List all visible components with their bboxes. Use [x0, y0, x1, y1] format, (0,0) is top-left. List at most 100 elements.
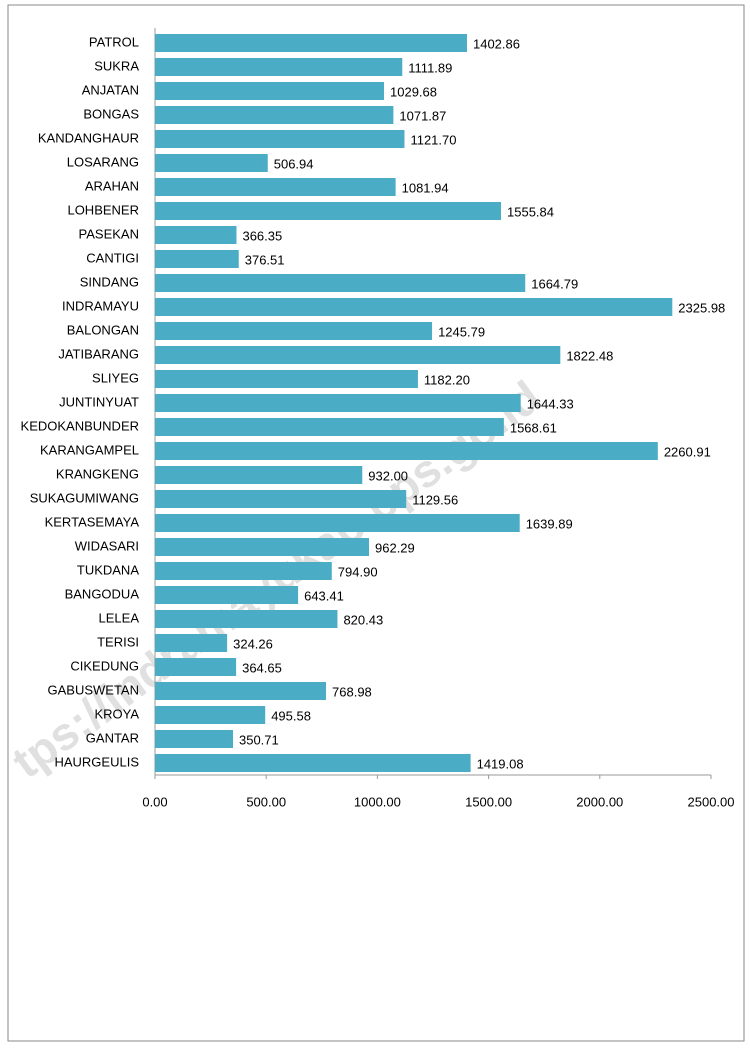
- y-tick-label: PASEKAN: [79, 226, 139, 241]
- y-tick-label: SUKRA: [94, 58, 139, 73]
- y-tick-label: KARANGAMPEL: [40, 442, 139, 457]
- y-tick-label: TUKDANA: [77, 562, 139, 577]
- value-label: 643.41: [304, 588, 344, 603]
- bar: [155, 442, 658, 460]
- chart-frame: [7, 4, 745, 1042]
- value-label: 366.35: [242, 228, 282, 243]
- x-tick-label: 500.00: [246, 794, 286, 809]
- y-tick-label: CANTIGI: [86, 250, 139, 265]
- x-tick-label: 1000.00: [354, 794, 401, 809]
- bar: [155, 250, 239, 268]
- value-label: 820.43: [343, 612, 383, 627]
- value-label: 495.58: [271, 708, 311, 723]
- bar: [155, 682, 327, 700]
- value-label: 1129.56: [412, 492, 458, 507]
- bar: [155, 58, 403, 76]
- bar: [155, 298, 673, 316]
- value-label: 1644.33: [527, 396, 574, 411]
- value-label: 768.98: [332, 684, 372, 699]
- value-label: 350.71: [239, 732, 279, 747]
- value-label: 1029.68: [390, 84, 437, 99]
- value-label: 1664.79: [531, 276, 578, 291]
- value-label: 1639.89: [526, 516, 573, 531]
- value-label: 932.00: [368, 468, 408, 483]
- y-tick-label: HAURGEULIS: [54, 754, 139, 769]
- y-tick-label: SINDANG: [80, 274, 139, 289]
- y-tick-label: ARAHAN: [85, 178, 139, 193]
- value-label: 2325.98: [678, 300, 725, 315]
- value-label: 324.26: [233, 636, 273, 651]
- bar: [155, 130, 405, 148]
- bar: [155, 538, 370, 556]
- bar: [155, 154, 268, 172]
- y-tick-label: ANJATAN: [82, 82, 139, 97]
- x-tick-label: 0.00: [142, 794, 167, 809]
- bar: [155, 82, 385, 100]
- value-label: 1245.79: [438, 324, 485, 339]
- bar: [155, 562, 332, 580]
- y-tick-label: BANGODUA: [65, 586, 140, 601]
- bar: [155, 610, 338, 628]
- y-tick-label: PATROL: [89, 34, 139, 49]
- bar: [155, 34, 467, 52]
- y-tick-label: WIDASARI: [75, 538, 139, 553]
- value-label: 1071.87: [399, 108, 446, 123]
- y-tick-label: JUNTINYUAT: [59, 394, 139, 409]
- value-label: 962.29: [375, 540, 415, 555]
- bar: [155, 178, 396, 196]
- bar: [155, 466, 363, 484]
- y-tick-label: GANTAR: [86, 730, 139, 745]
- bar: [155, 658, 237, 676]
- value-label: 506.94: [274, 156, 314, 171]
- bar: [155, 322, 433, 340]
- y-tick-label: CIKEDUNG: [70, 658, 139, 673]
- bar: [155, 514, 520, 532]
- bar: [155, 274, 526, 292]
- bar: [155, 706, 266, 724]
- y-tick-label: KERTASEMAYA: [45, 514, 140, 529]
- bar: [155, 370, 418, 388]
- y-tick-label: KRANGKENG: [56, 466, 139, 481]
- bar: [155, 346, 561, 364]
- bar: [155, 730, 233, 748]
- bar: [155, 754, 471, 772]
- value-label: 1402.86: [473, 36, 520, 51]
- y-tick-label: LOSARANG: [67, 154, 139, 169]
- x-tick-label: 2000.00: [576, 794, 623, 809]
- y-tick-label: SUKAGUMIWANG: [30, 490, 139, 505]
- bar: [155, 634, 228, 652]
- y-tick-label: JATIBARANG: [58, 346, 139, 361]
- y-tick-label: LELEA: [99, 610, 140, 625]
- y-tick-label: KANDANGHAUR: [38, 130, 139, 145]
- value-label: 1182.20: [424, 372, 470, 387]
- y-tick-label: SLIYEG: [92, 370, 139, 385]
- value-label: 2260.91: [664, 444, 711, 459]
- bar: [155, 202, 502, 220]
- value-label: 1555.84: [507, 204, 554, 219]
- y-tick-label: KROYA: [94, 706, 139, 721]
- value-label: 376.51: [245, 252, 285, 267]
- y-tick-label: GABUSWETAN: [48, 682, 140, 697]
- value-label: 1822.48: [566, 348, 613, 363]
- bar: [155, 418, 504, 436]
- x-tick-label: 1500.00: [465, 794, 512, 809]
- bar: [155, 490, 407, 508]
- value-label: 364.65: [242, 660, 282, 675]
- value-label: 1081.94: [402, 180, 449, 195]
- value-label: 1419.08: [477, 756, 524, 771]
- bar: [155, 226, 237, 244]
- y-tick-label: BALONGAN: [67, 322, 139, 337]
- y-tick-label: BONGAS: [83, 106, 139, 121]
- bar: [155, 106, 394, 124]
- value-label: 794.90: [338, 564, 378, 579]
- value-label: 1111.89: [408, 60, 452, 75]
- y-tick-label: LOHBENER: [67, 202, 139, 217]
- x-tick-label: 2500.00: [688, 794, 735, 809]
- y-tick-label: INDRAMAYU: [62, 298, 139, 313]
- value-label: 1121.70: [410, 132, 456, 147]
- y-tick-label: TERISI: [97, 634, 139, 649]
- bar: [155, 394, 521, 412]
- y-tick-label: KEDOKANBUNDER: [21, 418, 139, 433]
- value-label: 1568.61: [510, 420, 557, 435]
